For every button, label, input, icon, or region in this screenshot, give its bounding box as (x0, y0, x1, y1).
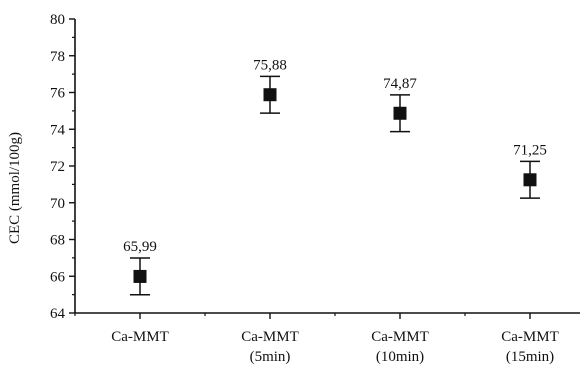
x-tick-label: (15min) (506, 349, 554, 365)
y-tick-label: 72 (50, 159, 65, 175)
y-axis-ticks: 64 66 68 70 72 74 76 78 80 (50, 12, 75, 322)
y-tick-label: 78 (50, 49, 65, 65)
data-point (263, 88, 277, 102)
data-label: 75,88 (253, 57, 287, 73)
y-tick-label: 64 (50, 306, 66, 322)
y-tick-label: 76 (50, 86, 66, 102)
y-tick-label: 70 (50, 196, 65, 212)
y-tick-label: 66 (50, 269, 66, 285)
x-tick-label: (5min) (250, 349, 291, 365)
data-label: 65,99 (123, 239, 157, 255)
x-tick-label: Ca-MMT (501, 329, 559, 345)
y-tick-label: 80 (50, 12, 65, 28)
data-label: 74,87 (383, 76, 417, 92)
x-axis-ticks: Ca-MMT Ca-MMT (5min) Ca-MMT (10min) Ca-MMT (15… (74, 313, 559, 365)
y-tick-label: 68 (50, 233, 65, 249)
x-tick-label: (10min) (376, 349, 424, 365)
data-point (523, 173, 537, 187)
data-point (393, 106, 407, 120)
data-marks: 65,99 75,88 74,87 71,25 (123, 57, 547, 296)
x-tick-label: Ca-MMT (371, 329, 429, 345)
x-tick-label: Ca-MMT (111, 329, 169, 345)
y-tick-label: 74 (50, 122, 66, 138)
y-axis-label: CEC (mmol/100g) (7, 132, 23, 244)
data-label: 71,25 (513, 142, 547, 158)
data-point (133, 269, 147, 283)
x-tick-label: Ca-MMT (241, 329, 299, 345)
axes (74, 19, 580, 314)
